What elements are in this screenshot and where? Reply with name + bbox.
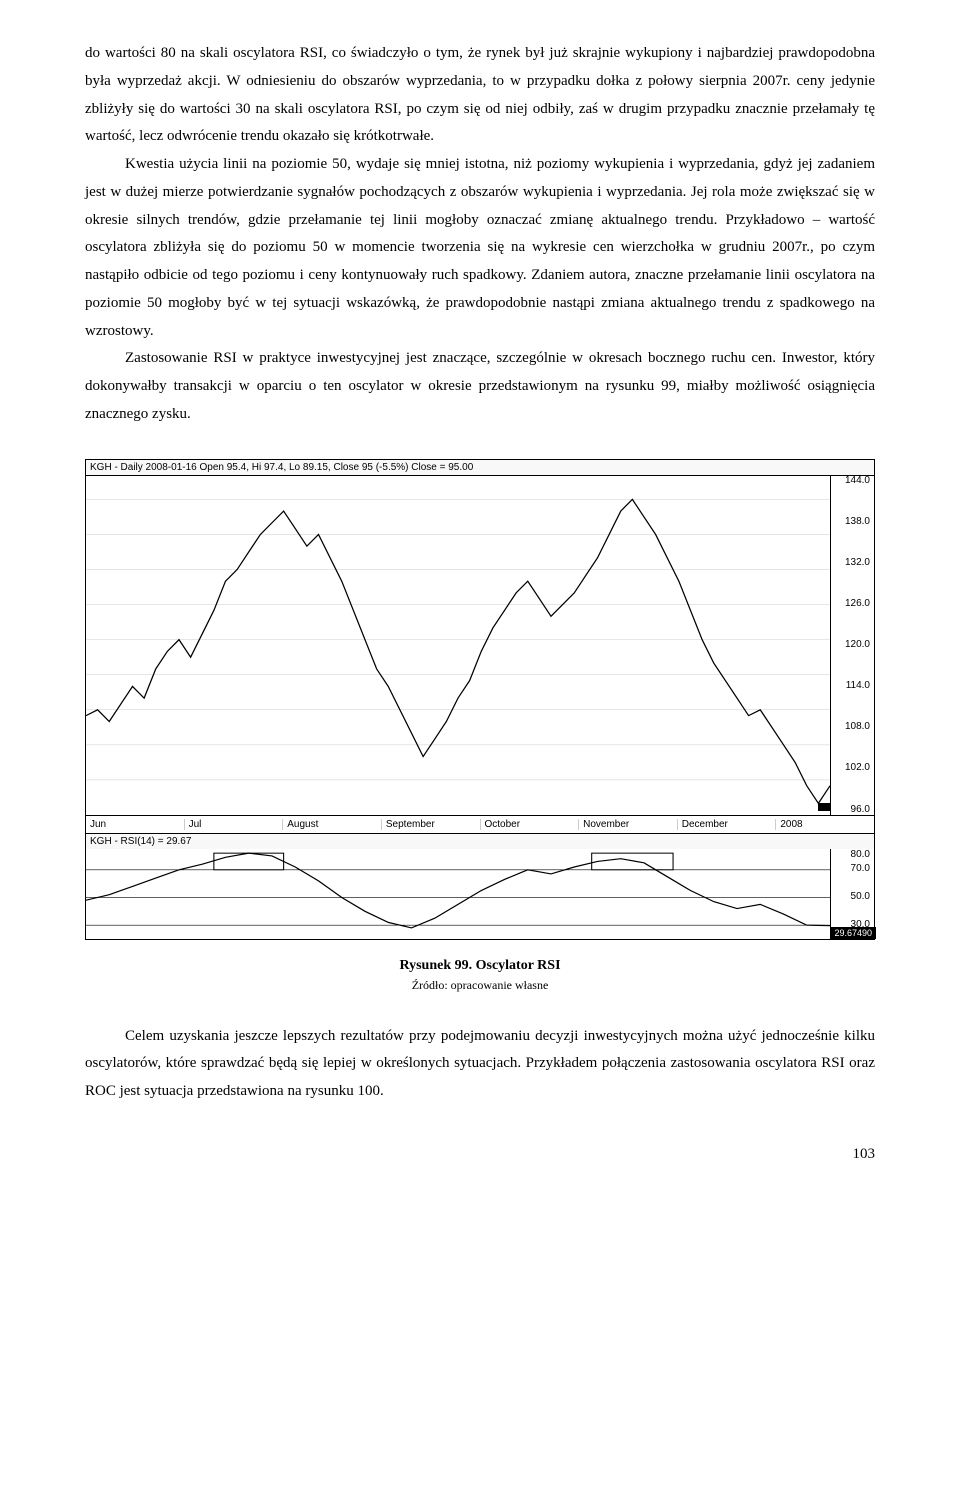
paragraph-3: Zastosowanie RSI w praktyce inwestycyjne… xyxy=(85,345,875,428)
chart-header-text: KGH - Daily 2008-01-16 Open 95.4, Hi 97.… xyxy=(86,460,874,476)
price-canvas xyxy=(86,476,830,815)
time-tick: December xyxy=(677,819,776,830)
rsi-header-text: KGH - RSI(14) = 29.67 xyxy=(86,834,874,849)
price-y-tick: 120.0 xyxy=(831,640,870,650)
caption-title: Rysunek 99. Oscylator RSI xyxy=(85,958,875,974)
price-y-tick: 132.0 xyxy=(831,558,870,568)
price-y-tick: 126.0 xyxy=(831,599,870,609)
time-axis: JunJulAugustSeptemberOctoberNovemberDece… xyxy=(86,816,874,834)
time-tick: October xyxy=(480,819,579,830)
time-tick: November xyxy=(578,819,677,830)
rsi-canvas xyxy=(86,849,830,939)
price-y-axis: 144.0 138.0 132.0 126.0 120.0 114.0 108.0 102.0… xyxy=(830,476,874,815)
rsi-value-badge: 29.67490 xyxy=(830,927,876,939)
price-y-tick: 114.0 xyxy=(831,681,870,691)
paragraph-1: do wartości 80 na skali oscylatora RSI, … xyxy=(85,40,875,151)
rsi-y-tick: 80.0 xyxy=(851,850,870,860)
time-tick: August xyxy=(282,819,381,830)
price-y-tick: 108.0 xyxy=(831,722,870,732)
caption-source: Źródło: opracowanie własne xyxy=(85,978,875,993)
time-tick: Jun xyxy=(86,819,184,830)
rsi-chart-panel: 80.070.050.030.0 29.67490 xyxy=(86,849,874,939)
close-marker xyxy=(818,803,830,811)
price-chart-panel: 144.0 138.0 132.0 126.0 120.0 114.0 108.0 102.0… xyxy=(86,476,874,816)
rsi-y-axis: 80.070.050.030.0 xyxy=(830,849,874,939)
price-y-tick: 144.0 xyxy=(831,476,870,486)
time-tick: Jul xyxy=(184,819,283,830)
figure-caption: Rysunek 99. Oscylator RSI Źródło: opraco… xyxy=(85,958,875,993)
time-tick: September xyxy=(381,819,480,830)
rsi-y-tick: 50.0 xyxy=(851,892,870,902)
chart-container: KGH - Daily 2008-01-16 Open 95.4, Hi 97.… xyxy=(85,459,875,940)
paragraph-4: Celem uzyskania jeszcze lepszych rezulta… xyxy=(85,1023,875,1106)
paragraph-2: Kwestia użycia linii na poziomie 50, wyd… xyxy=(85,151,875,345)
time-tick: 2008 xyxy=(775,819,874,830)
price-y-tick: 102.0 xyxy=(831,763,870,773)
price-y-tick: 138.0 xyxy=(831,517,870,527)
rsi-y-tick: 70.0 xyxy=(851,864,870,874)
price-y-tick: 96.0 xyxy=(831,805,870,815)
page-number: 103 xyxy=(85,1146,875,1163)
